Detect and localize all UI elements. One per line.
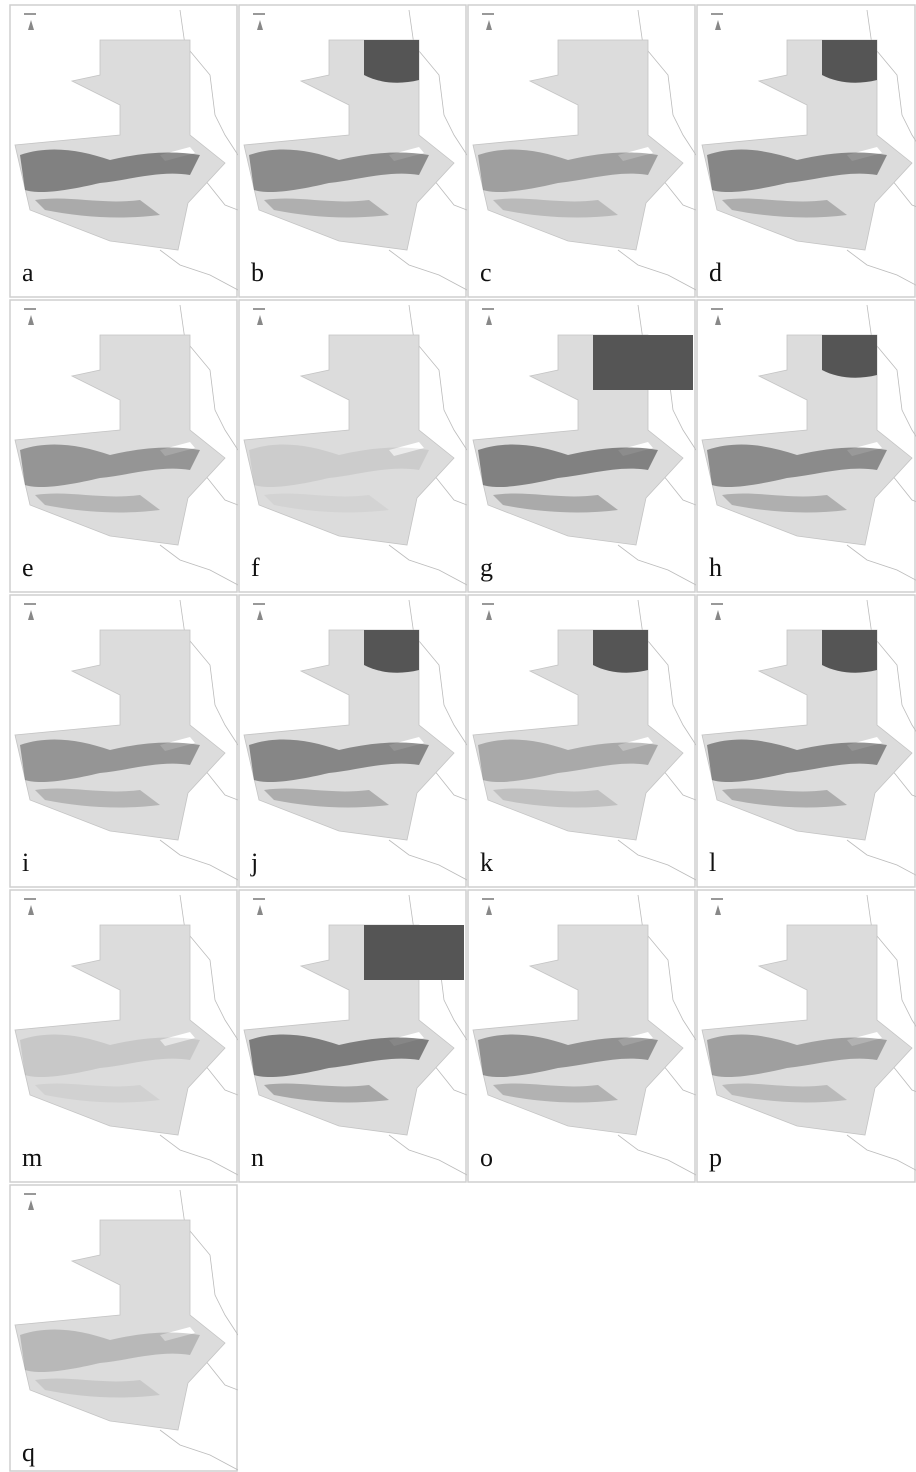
panel-label: i — [22, 848, 29, 877]
panel-label: a — [22, 258, 34, 287]
peten-region — [822, 335, 877, 378]
map-panel: j — [239, 595, 467, 887]
map-panel: n — [239, 890, 467, 1182]
map-panel: p — [697, 890, 916, 1182]
panel-label: n — [251, 1143, 264, 1172]
panel-label: p — [709, 1143, 722, 1172]
map-panel: l — [697, 595, 916, 887]
peten-region — [364, 40, 419, 83]
map-panel: e — [10, 300, 238, 592]
peten-region — [593, 335, 693, 390]
map-panel: i — [10, 595, 238, 887]
map-panel: g — [468, 300, 696, 592]
map-panel: k — [468, 595, 696, 887]
map-panel: d — [697, 5, 916, 297]
peten-region — [364, 630, 419, 673]
map-panel: m — [10, 890, 238, 1182]
panel-label: h — [709, 553, 722, 582]
panel-label: o — [480, 1143, 493, 1172]
peten-region — [593, 630, 648, 673]
map-panel: q — [10, 1185, 238, 1471]
peten-region — [822, 40, 877, 83]
map-panel: c — [468, 5, 696, 297]
map-panel: f — [239, 300, 467, 592]
panel-label: g — [480, 553, 493, 582]
map-panel: h — [697, 300, 916, 592]
panel-label: b — [251, 258, 264, 287]
panel-label: e — [22, 553, 34, 582]
map-figure: a b c d e f g h i j k l m n o p q — [0, 0, 916, 1472]
panel-label: l — [709, 848, 716, 877]
map-panel: b — [239, 5, 467, 297]
panel-label: q — [22, 1438, 35, 1467]
peten-region — [364, 925, 464, 980]
peten-region — [822, 630, 877, 673]
panel-label: k — [480, 848, 493, 877]
panel-label: d — [709, 258, 722, 287]
panel-label: f — [251, 553, 260, 582]
panel-label: m — [22, 1143, 42, 1172]
panel-label: c — [480, 258, 492, 287]
map-panel: o — [468, 890, 696, 1182]
map-panel: a — [10, 5, 238, 297]
panel-label: j — [250, 848, 258, 877]
